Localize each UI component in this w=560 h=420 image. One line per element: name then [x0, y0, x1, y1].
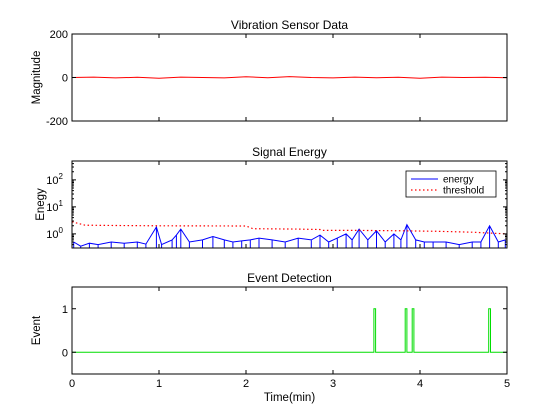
plot-area: [72, 287, 507, 374]
x-tick-label: 2: [243, 378, 249, 390]
y-tick-label: -200: [46, 116, 68, 128]
y-tick-exponent: 0: [59, 226, 64, 235]
series-group: [72, 308, 507, 353]
legend-label-threshold: threshold: [443, 186, 484, 197]
y-tick-label: 100: [46, 226, 63, 241]
y-tick-base: 10: [46, 229, 58, 241]
y-tick-label: 102: [46, 172, 63, 187]
x-axis-label: Time(min): [264, 392, 315, 404]
panel-3: 0 1 0 1 2 3 4 5 Event Detection Event Time(min): [31, 271, 510, 404]
chart-title: Signal Energy: [252, 145, 327, 159]
y-tick-base: 10: [46, 175, 58, 187]
y-tick-label: 101: [46, 199, 63, 214]
axes-frame: [71, 286, 508, 375]
legend-label-energy: energy: [443, 175, 474, 186]
x-tick-label: 0: [69, 378, 75, 390]
axes-frame: [71, 160, 508, 249]
x-tick-label: 1: [156, 378, 162, 390]
x-tick-label: 3: [330, 378, 336, 390]
y-tick-base: 10: [46, 202, 58, 214]
legend-box: [405, 170, 497, 198]
panel-1: -200 0 200 Vibration Sensor Data Magnitude: [31, 18, 508, 128]
series-line-signal: [72, 76, 507, 79]
y-tick-label: 0: [62, 73, 68, 85]
y-axis-label: Magnitude: [31, 51, 43, 105]
y-tick-label: 200: [50, 29, 68, 41]
chart-title: Vibration Sensor Data: [231, 18, 349, 32]
x-tick-label: 4: [417, 378, 423, 390]
y-axis-label: Event: [31, 315, 43, 345]
series-line-signal: [72, 308, 507, 353]
y-tick-label: 1: [62, 304, 68, 316]
x-tick-label: 5: [504, 378, 510, 390]
y-tick-label: 0: [62, 347, 68, 359]
y-axis-label: Enegy: [35, 188, 47, 221]
series-group: [72, 76, 507, 79]
y-tick-exponent: 2: [59, 172, 64, 181]
chart-title: Event Detection: [247, 271, 332, 285]
y-tick-exponent: 1: [59, 199, 64, 208]
